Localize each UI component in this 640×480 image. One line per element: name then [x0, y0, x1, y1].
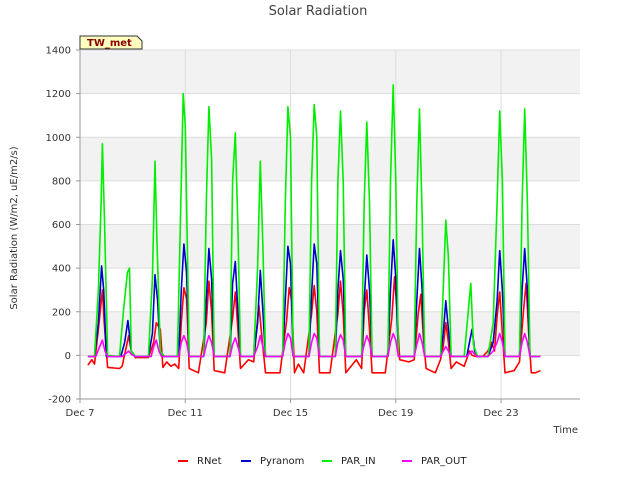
plot-band — [80, 224, 580, 269]
series-lines — [87, 84, 541, 374]
station-label-background — [79, 35, 143, 50]
x-tick-label: Dec 19 — [378, 408, 413, 419]
station-label: TW_met — [87, 38, 132, 49]
legend-label: PAR_IN — [341, 456, 376, 467]
y-tick-label: 800 — [52, 176, 71, 187]
plot-band — [80, 137, 580, 181]
legend-label: Pyranom — [260, 456, 304, 467]
x-tick-labels: Dec 7 Dec 11 Dec 15 Dec 19 Dec 23 — [66, 399, 519, 419]
x-axis-title: Time — [553, 425, 578, 436]
plot-band — [80, 50, 580, 94]
y-tick-label: -200 — [48, 395, 71, 406]
chart-title: Solar Radiation — [269, 4, 368, 19]
y-tick-labels: -200 0 200 400 600 800 1000 1200 1400 — [46, 46, 80, 406]
y-tick-label: 1000 — [46, 133, 71, 144]
legend-label: PAR_OUT — [421, 456, 467, 467]
plot-band — [80, 93, 580, 138]
legend-label: RNet — [197, 456, 222, 467]
x-tick-label: Dec 15 — [273, 408, 308, 419]
y-tick-label: 0 — [65, 351, 71, 362]
x-tick-label: Dec 11 — [168, 408, 203, 419]
x-tick-label: Dec 23 — [483, 408, 518, 419]
series-line-par-in — [87, 84, 541, 358]
y-tick-label: 400 — [52, 264, 71, 275]
station-label-box: TW_met — [79, 35, 143, 50]
legend: RNet Pyranom PAR_IN PAR_OUT — [178, 456, 467, 467]
y-tick-label: 1200 — [46, 89, 71, 100]
series-line-par-out — [87, 332, 541, 358]
y-tick-label: 200 — [52, 307, 71, 318]
x-tick-label: Dec 7 — [66, 408, 95, 419]
y-tick-label: 1400 — [46, 46, 71, 57]
y-axis-title: Solar Radiation (W/m2, uE/m2/s) — [9, 146, 20, 309]
y-tick-label: 600 — [52, 220, 71, 231]
